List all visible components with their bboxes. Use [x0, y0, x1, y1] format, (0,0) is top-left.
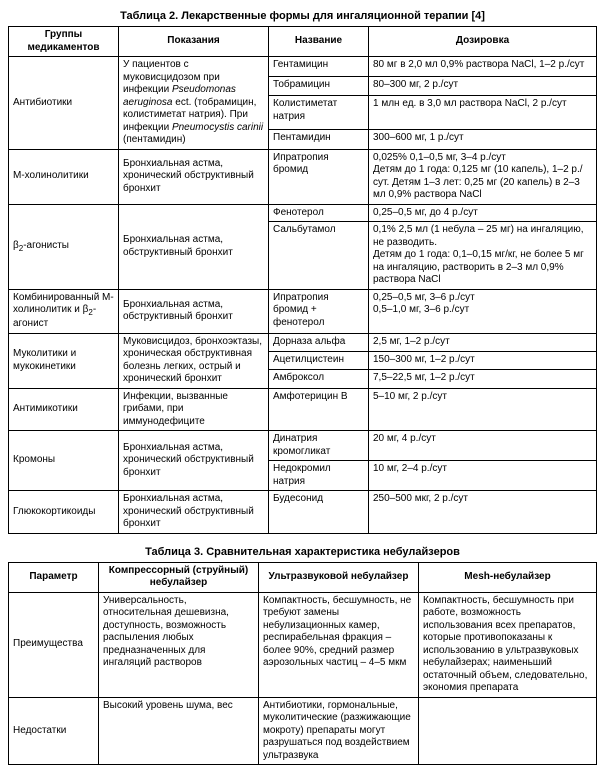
cell: Высокий уровень шума, вес: [99, 697, 259, 765]
dosage: 10 мг, 2–4 р./сут: [369, 461, 597, 491]
indication: Бронхиальная астма, обструктивный бронхи…: [119, 204, 269, 289]
cell: Компактность, бесшумность, не требуют за…: [259, 592, 419, 697]
drug-name: Ипратропия бромид + фенотерол: [269, 289, 369, 333]
drug-name: Фенотерол: [269, 204, 369, 222]
drug-group: Кромоны: [9, 431, 119, 491]
drug-name: Тобрамицин: [269, 76, 369, 96]
indication: Бронхиальная астма, хронический обструкт…: [119, 149, 269, 204]
dosage: 0,1% 2,5 мл (1 небула – 25 мг) на ингаля…: [369, 222, 597, 290]
indication: У пациентов с муковисцидозом при инфекци…: [119, 57, 269, 150]
table-row: Комбинированный М-холинолитик и β2-агони…: [9, 289, 597, 333]
table-row: β2-агонистыБронхиальная астма, обструкти…: [9, 204, 597, 222]
dosage: 7,5–22,5 мг, 1–2 р./сут: [369, 370, 597, 388]
cell: Антибиотики, гормональные, муколитически…: [259, 697, 419, 765]
dosage: 0,25–0,5 мг, до 4 р./сут: [369, 204, 597, 222]
table2-header: Группы медикаментов: [9, 27, 119, 57]
table2-title: Таблица 2. Лекарственные формы для ингал…: [8, 10, 597, 22]
parameter: Преимущества: [9, 592, 99, 697]
cell: Универсальность, относительная дешевизна…: [99, 592, 259, 697]
drug-name: Пентамидин: [269, 129, 369, 149]
cell: [419, 697, 597, 765]
dosage: 300–600 мг, 1 р./сут: [369, 129, 597, 149]
indication: Бронхиальная астма, обструктивный бронхи…: [119, 289, 269, 333]
drug-name: Амфотерицин В: [269, 388, 369, 431]
dosage: 0,25–0,5 мг, 3–6 р./сут0,5–1,0 мг, 3–6 р…: [369, 289, 597, 333]
table-row: НедостаткиВысокий уровень шума, весАнтиб…: [9, 697, 597, 765]
dosage: 1 млн ед. в 3,0 мл раствора NaCl, 2 р./с…: [369, 96, 597, 130]
table3-header: Параметр: [9, 562, 99, 592]
drug-name: Ацетилцистеин: [269, 351, 369, 369]
table2: Группы медикаментовПоказанияНазваниеДози…: [8, 26, 597, 534]
drug-name: Ипратропия бромид: [269, 149, 369, 204]
drug-name: Амброксол: [269, 370, 369, 388]
indication: Бронхиальная астма, хронический обструкт…: [119, 491, 269, 534]
drug-group: Комбинированный М-холинолитик и β2-агони…: [9, 289, 119, 333]
table2-header: Название: [269, 27, 369, 57]
table-row: АнтимикотикиИнфекции, вызванные грибами,…: [9, 388, 597, 431]
table-row: М-холинолитикиБронхиальная астма, хронич…: [9, 149, 597, 204]
drug-group: Антибиотики: [9, 57, 119, 150]
table3: ПараметрКомпрессорный (струйный) небулай…: [8, 562, 597, 766]
dosage: 0,025% 0,1–0,5 мг, 3–4 р./сутДетям до 1 …: [369, 149, 597, 204]
drug-name: Динатрия кромогликат: [269, 431, 369, 461]
dosage: 150–300 мг, 1–2 р./сут: [369, 351, 597, 369]
indication: Бронхиальная астма, хронический обструкт…: [119, 431, 269, 491]
indication: Инфекции, вызванные грибами, при иммунод…: [119, 388, 269, 431]
dosage: 80 мг в 2,0 мл 0,9% раствора NaCl, 1–2 р…: [369, 57, 597, 77]
table-row: Муколитики и мукокинетикиМуковисцидоз, б…: [9, 333, 597, 351]
drug-group: Глюкокортикоиды: [9, 491, 119, 534]
drug-group: Антимикотики: [9, 388, 119, 431]
table-row: КромоныБронхиальная астма, хронический о…: [9, 431, 597, 461]
drug-group: β2-агонисты: [9, 204, 119, 289]
table-row: ГлюкокортикоидыБронхиальная астма, хрони…: [9, 491, 597, 534]
drug-name: Недокромил натрия: [269, 461, 369, 491]
drug-group: Муколитики и мукокинетики: [9, 333, 119, 388]
drug-group: М-холинолитики: [9, 149, 119, 204]
table-row: ПреимуществаУниверсальность, относительн…: [9, 592, 597, 697]
table-row: АнтибиотикиУ пациентов с муковисцидозом …: [9, 57, 597, 77]
dosage: 5–10 мг, 2 р./сут: [369, 388, 597, 431]
drug-name: Гентамицин: [269, 57, 369, 77]
drug-name: Будесонид: [269, 491, 369, 534]
indication: Муковисцидоз, бронхоэктазы, хроническая …: [119, 333, 269, 388]
table3-header: Компрессорный (струйный) небулайзер: [99, 562, 259, 592]
table3-header: Mesh-небулайзер: [419, 562, 597, 592]
table2-header: Дозировка: [369, 27, 597, 57]
drug-name: Сальбутамол: [269, 222, 369, 290]
drug-name: Колистиметат натрия: [269, 96, 369, 130]
cell: Компактность, бесшумность при работе, во…: [419, 592, 597, 697]
drug-name: Дорназа альфа: [269, 333, 369, 351]
dosage: 250–500 мкг, 2 р./сут: [369, 491, 597, 534]
dosage: 20 мг, 4 р./сут: [369, 431, 597, 461]
table3-header: Ультразвуковой небулайзер: [259, 562, 419, 592]
table2-header: Показания: [119, 27, 269, 57]
dosage: 80–300 мг, 2 р./сут: [369, 76, 597, 96]
dosage: 2,5 мг, 1–2 р./сут: [369, 333, 597, 351]
table3-title: Таблица 3. Сравнительная характеристика …: [8, 546, 597, 558]
parameter: Недостатки: [9, 697, 99, 765]
